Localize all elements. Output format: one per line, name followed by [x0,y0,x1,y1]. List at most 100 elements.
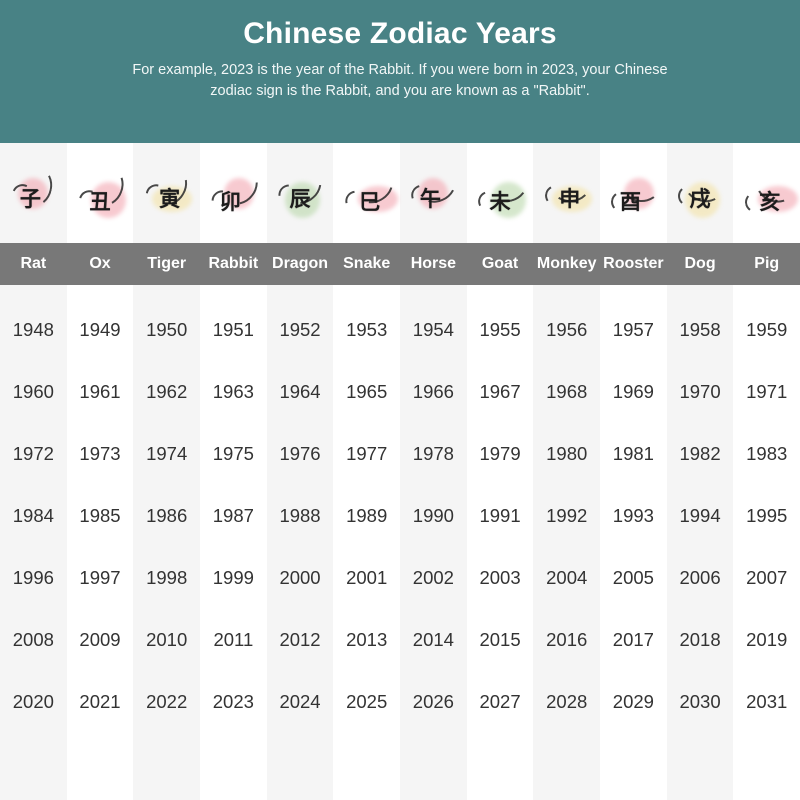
year-cell[interactable]: 1983 [746,443,788,464]
zodiac-icon-cell[interactable]: 酉 [600,143,667,243]
year-cell[interactable]: 2020 [12,691,54,712]
zodiac-icon-cell[interactable]: 寅 [133,143,200,243]
zodiac-animal-label-pig[interactable]: Pig [754,255,780,272]
year-cell[interactable]: 1963 [212,381,254,402]
year-cell[interactable]: 2014 [412,629,454,650]
zodiac-animal-label-rat[interactable]: Rat [20,255,47,272]
year-cell[interactable]: 2016 [546,629,588,650]
year-cell[interactable]: 1982 [679,443,721,464]
year-cell[interactable]: 2025 [346,691,388,712]
zodiac-icon-cell[interactable]: 丑 [67,143,134,243]
year-cell[interactable]: 1993 [612,505,654,526]
zodiac-icon-cell[interactable]: 亥 [733,143,800,243]
year-cell[interactable]: 2028 [546,691,588,712]
year-cell[interactable]: 1998 [146,567,188,588]
year-cell[interactable]: 1967 [479,381,521,402]
zodiac-animal-label-rooster[interactable]: Rooster [603,255,664,272]
year-cell[interactable]: 2012 [279,629,321,650]
zodiac-icon-cell[interactable]: 戌 [667,143,734,243]
year-cell[interactable]: 2021 [79,691,121,712]
zodiac-animal-label-rabbit[interactable]: Rabbit [208,255,259,272]
year-cell[interactable]: 1984 [12,505,54,526]
year-cell[interactable]: 2010 [146,629,188,650]
year-cell[interactable]: 1954 [412,319,454,340]
year-cell[interactable]: 2008 [12,629,54,650]
year-cell[interactable]: 1986 [146,505,188,526]
year-cell[interactable]: 1956 [546,319,588,340]
year-cell[interactable]: 2004 [546,567,588,588]
year-cell[interactable]: 2007 [746,567,788,588]
year-cell[interactable]: 1976 [279,443,321,464]
year-cell[interactable]: 2027 [479,691,521,712]
year-cell[interactable]: 2003 [479,567,521,588]
year-cell[interactable]: 2013 [346,629,388,650]
year-cell[interactable]: 1952 [279,319,321,340]
year-cell[interactable]: 1971 [746,381,788,402]
year-cell[interactable]: 1979 [479,443,521,464]
year-cell[interactable]: 1974 [146,443,188,464]
year-cell[interactable]: 1980 [546,443,588,464]
year-cell[interactable]: 1948 [12,319,54,340]
year-cell[interactable]: 2026 [412,691,454,712]
year-cell[interactable]: 1964 [279,381,321,402]
year-cell[interactable]: 1973 [79,443,121,464]
zodiac-icon-cell[interactable]: 午 [400,143,467,243]
year-cell[interactable]: 1966 [412,381,454,402]
zodiac-icon-cell[interactable]: 辰 [267,143,334,243]
year-cell[interactable]: 1949 [79,319,121,340]
year-cell[interactable]: 1997 [79,567,121,588]
year-cell[interactable]: 1988 [279,505,321,526]
year-cell[interactable]: 2002 [412,567,454,588]
year-cell[interactable]: 1955 [479,319,521,340]
year-cell[interactable]: 1996 [12,567,54,588]
year-cell[interactable]: 1957 [612,319,654,340]
year-cell[interactable]: 2000 [279,567,321,588]
year-cell[interactable]: 2005 [612,567,654,588]
year-cell[interactable]: 1958 [679,319,721,340]
zodiac-icon-cell[interactable]: 申 [533,143,600,243]
year-cell[interactable]: 1999 [212,567,254,588]
year-cell[interactable]: 1965 [346,381,388,402]
year-cell[interactable]: 2009 [79,629,121,650]
year-cell[interactable]: 1969 [612,381,654,402]
year-cell[interactable]: 1995 [746,505,788,526]
year-cell[interactable]: 1951 [212,319,254,340]
year-cell[interactable]: 2017 [612,629,654,650]
year-cell[interactable]: 1990 [412,505,454,526]
year-cell[interactable]: 2019 [746,629,788,650]
zodiac-icon-cell[interactable]: 子 [0,143,67,243]
zodiac-animal-label-snake[interactable]: Snake [343,255,391,272]
year-cell[interactable]: 1972 [12,443,54,464]
year-cell[interactable]: 2006 [679,567,721,588]
zodiac-animal-label-dog[interactable]: Dog [684,255,716,272]
year-cell[interactable]: 1987 [212,505,254,526]
year-cell[interactable]: 1992 [546,505,588,526]
year-cell[interactable]: 2024 [279,691,321,712]
year-cell[interactable]: 1970 [679,381,721,402]
zodiac-animal-label-horse[interactable]: Horse [410,255,457,272]
year-cell[interactable]: 1950 [146,319,188,340]
year-cell[interactable]: 1991 [479,505,521,526]
year-cell[interactable]: 2001 [346,567,388,588]
year-cell[interactable]: 1977 [346,443,388,464]
year-cell[interactable]: 1960 [12,381,54,402]
zodiac-animal-label-ox[interactable]: Ox [89,255,111,272]
year-cell[interactable]: 1981 [612,443,654,464]
year-cell[interactable]: 2015 [479,629,521,650]
year-cell[interactable]: 2030 [679,691,721,712]
year-cell[interactable]: 1959 [746,319,788,340]
zodiac-animal-label-dragon[interactable]: Dragon [272,255,329,272]
year-cell[interactable]: 1985 [79,505,121,526]
year-cell[interactable]: 1953 [346,319,388,340]
zodiac-animal-label-monkey[interactable]: Monkey [536,255,597,272]
year-cell[interactable]: 2023 [212,691,254,712]
year-cell[interactable]: 1994 [679,505,721,526]
zodiac-animal-label-goat[interactable]: Goat [481,255,519,272]
year-cell[interactable]: 1978 [412,443,454,464]
year-cell[interactable]: 1961 [79,381,121,402]
year-cell[interactable]: 1989 [346,505,388,526]
zodiac-icon-cell[interactable]: 卯 [200,143,267,243]
year-cell[interactable]: 2011 [213,629,254,650]
zodiac-animal-label-tiger[interactable]: Tiger [147,255,187,272]
year-cell[interactable]: 1962 [146,381,188,402]
